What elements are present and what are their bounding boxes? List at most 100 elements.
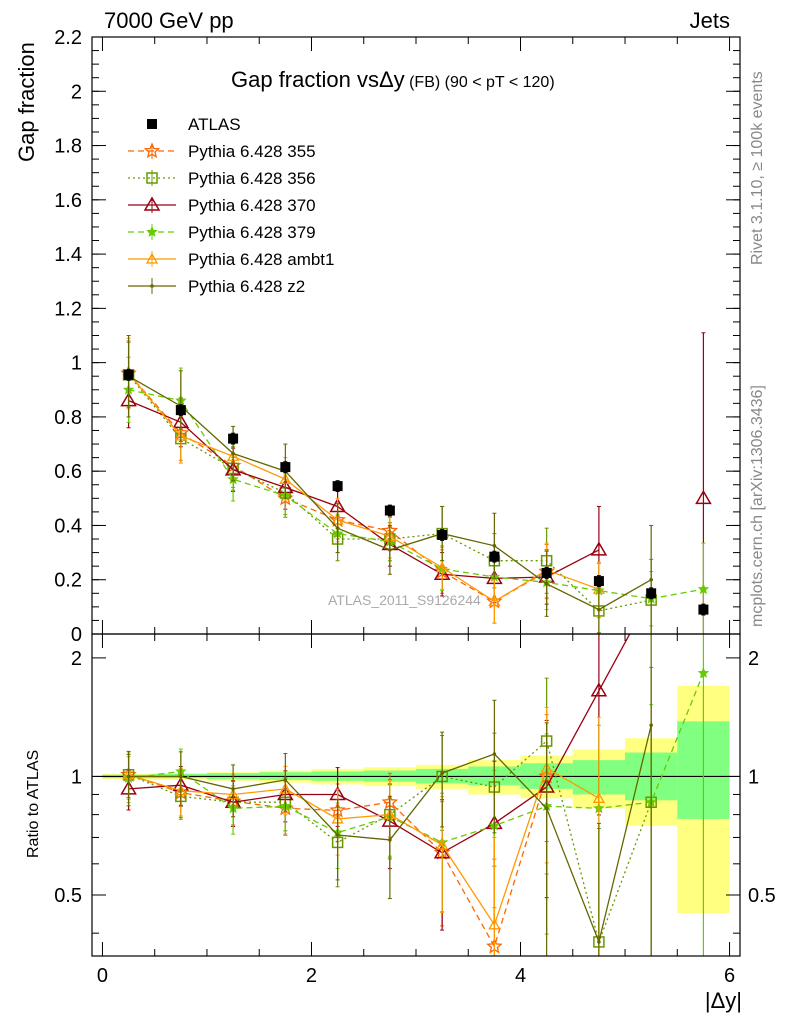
legend-label: ATLAS [188, 115, 241, 134]
legend-label: Pythia 6.428 370 [188, 196, 316, 215]
data-point [649, 577, 653, 582]
mcplots-label: mcplots.cern.ch [arXiv:1306.3436] [749, 385, 766, 627]
legend-marker [143, 142, 161, 159]
ratio-series-pythia-6-428-z2 [126, 634, 653, 956]
main-y-tick-label: 2.2 [54, 27, 82, 49]
series-pythia-6-428-370 [120, 332, 712, 635]
legend-item-pythia-6-428-ambt1: Pythia 6.428 ambt1 [128, 250, 334, 269]
chart-title-sub: (FB) (90 < pT < 120) [405, 74, 555, 91]
legend: ATLAS Pythia 6.428 355 Pythia 6.428 356 Pyt… [128, 115, 334, 296]
data-point [388, 548, 392, 552]
legend-item-atlas: ATLAS [147, 115, 241, 134]
data-point [593, 576, 604, 587]
data-point [489, 551, 500, 562]
series-line [128, 373, 600, 603]
ratio-y-tick-label-right: 0.5 [748, 885, 776, 907]
main-y-tick-label: 0.8 [54, 407, 82, 429]
ratio-point [592, 791, 606, 803]
category-label: Jets [690, 8, 730, 33]
legend-item-pythia-6-428-370: Pythia 6.428 370 [128, 196, 316, 215]
data-point [175, 405, 186, 416]
data-point [231, 451, 235, 456]
data-point [335, 526, 340, 530]
series-line [128, 374, 652, 612]
ratio-y-tick-label: 0.5 [54, 885, 82, 907]
main-panel: 0.2 0.4 0.6 0.8 1 1.2 1.4 1.6 1.8 2 2.2 0 Gap fract… [14, 27, 741, 646]
ratio-y-tick-label: 1 [71, 766, 82, 788]
data-point [544, 581, 549, 586]
legend-label: Pythia 6.428 ambt1 [188, 250, 334, 269]
main-y-tick-label: 1.2 [54, 298, 82, 320]
x-axis-label: |Δy| [705, 988, 742, 1013]
ratio-point [590, 682, 608, 697]
legend-marker [143, 196, 161, 211]
series-line [128, 389, 704, 600]
data-point [590, 541, 608, 556]
chart-title-main: Gap fraction vs [231, 67, 379, 92]
watermark: ATLAS_2011_S9126244 [328, 592, 481, 608]
ratio-point [440, 771, 444, 775]
series-pythia-6-428-356 [122, 341, 657, 635]
legend-marker [147, 119, 157, 129]
ratio-point [335, 833, 340, 837]
data-point [123, 369, 134, 380]
main-y-tick-label: 0.4 [54, 515, 82, 537]
series-pythia-6-428-z2 [126, 335, 654, 635]
main-axes-ticks: 0.2 0.4 0.6 0.8 1 1.2 1.4 1.6 1.8 2 2.2 0 [54, 27, 740, 646]
ratio-point [388, 838, 392, 842]
ratio-point [488, 918, 501, 930]
ratio-point [649, 723, 653, 727]
ratio-line [128, 767, 600, 927]
main-y-tick-label-zero: 0 [71, 624, 82, 646]
main-y-tick-label: 0.2 [54, 570, 82, 592]
data-point [488, 595, 501, 607]
ratio-point [179, 774, 183, 779]
data-point [695, 489, 712, 505]
ratio-axes-ticks: 0.5 0.5 1 1 2 2 0 2 4 6 [54, 634, 776, 987]
legend-item-pythia-6-428-z2: Pythia 6.428 z2 [128, 277, 305, 296]
main-y-tick-label: 1.8 [54, 136, 82, 158]
data-point [228, 433, 239, 444]
data-point [646, 588, 657, 599]
ratio-y-tick-label: 2 [71, 648, 82, 670]
main-y-tick-label: 2 [71, 81, 82, 103]
ratio-y-tick-label-right: 1 [748, 766, 759, 788]
legend-label: Pythia 6.428 z2 [188, 277, 305, 296]
ratio-point [126, 774, 131, 779]
data-point [492, 544, 497, 548]
main-y-tick-label: 1.4 [54, 244, 82, 266]
data-point [280, 462, 291, 473]
chart-title: Gap fraction vsΔy (FB) (90 < pT < 120) [231, 67, 555, 92]
legend-marker [150, 284, 154, 288]
data-point [698, 604, 709, 615]
legend-item-pythia-6-428-355: Pythia 6.428 355 [128, 142, 316, 161]
main-y-tick-label: 1.6 [54, 190, 82, 212]
legend-item-pythia-6-428-379: Pythia 6.428 379 [128, 223, 316, 242]
ratio-point [492, 752, 497, 756]
data-point [541, 567, 552, 578]
data-point [384, 505, 395, 516]
legend-marker [145, 252, 159, 264]
ratio-point [283, 778, 288, 782]
main-y-tick-label: 0.6 [54, 461, 82, 483]
data-point [332, 481, 343, 492]
data-point [437, 529, 448, 540]
chart-title-delta: Δy [379, 67, 405, 92]
x-tick-label: 0 [97, 965, 108, 987]
data-point [436, 561, 449, 573]
uncertainty-bands [102, 685, 730, 914]
ratio-point [436, 838, 449, 850]
main-y-tick-label: 1 [71, 353, 82, 375]
x-tick-label: 4 [515, 965, 526, 987]
ratio-series-pythia-6-428-ambt1 [122, 706, 606, 956]
data-point [597, 607, 601, 612]
legend-label: Pythia 6.428 355 [188, 142, 316, 161]
ratio-y-tick-label-right: 2 [748, 648, 759, 670]
legend-marker [146, 225, 158, 237]
legend-label: Pythia 6.428 356 [188, 169, 316, 188]
ratio-point [697, 667, 710, 678]
ratio-ylabel: Ratio to ATLAS [25, 750, 42, 858]
main-ylabel: Gap fraction [14, 42, 39, 162]
ratio-point [231, 787, 235, 791]
